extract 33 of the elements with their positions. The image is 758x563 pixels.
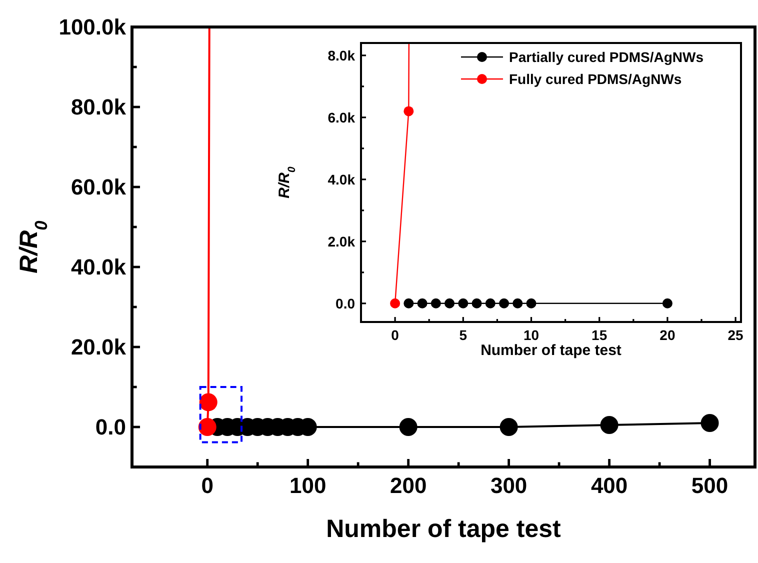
y-tick-label: 4.0k <box>328 171 356 188</box>
x-tick-label: 5 <box>459 327 468 343</box>
y-tick-label: 40.0k <box>70 254 127 280</box>
legend-label: Fully cured PDMS/AgNWs <box>509 71 682 87</box>
point <box>600 416 618 434</box>
point <box>700 414 719 432</box>
x-axis-title: Number of tape test <box>326 515 562 543</box>
x-tick-label: 0 <box>391 327 400 343</box>
x-tick-label: 100 <box>289 473 326 498</box>
x-axis-title: Number of tape test <box>480 342 622 359</box>
y-tick-label: 6.0k <box>328 109 356 126</box>
y-tick-label: 60.0k <box>70 174 127 200</box>
x-tick-label: 15 <box>592 327 608 343</box>
point <box>198 418 216 436</box>
x-tick-label: 20 <box>660 327 676 343</box>
y-tick-label: 100.0k <box>58 14 127 40</box>
point <box>199 393 218 412</box>
y-tick-label: 8.0k <box>328 47 356 64</box>
y-tick-label: 80.0k <box>70 94 127 120</box>
x-tick-label: 300 <box>490 473 528 498</box>
x-tick-label: 10 <box>523 327 540 343</box>
x-tick-label: 0 <box>201 473 214 498</box>
x-tick-label: 25 <box>728 327 744 343</box>
y-tick-label: 0.0 <box>336 295 356 312</box>
legend-label: Partially cured PDMS/AgNWs <box>509 49 704 65</box>
x-tick-label: 400 <box>590 473 628 498</box>
y-tick-label: 2.0k <box>328 233 356 250</box>
x-tick-label: 200 <box>390 473 427 498</box>
y-tick-label: 0.0 <box>95 414 126 440</box>
point <box>500 418 518 436</box>
point <box>399 418 418 436</box>
y-tick-label: 20.0k <box>70 334 127 360</box>
x-tick-label: 500 <box>691 473 728 498</box>
